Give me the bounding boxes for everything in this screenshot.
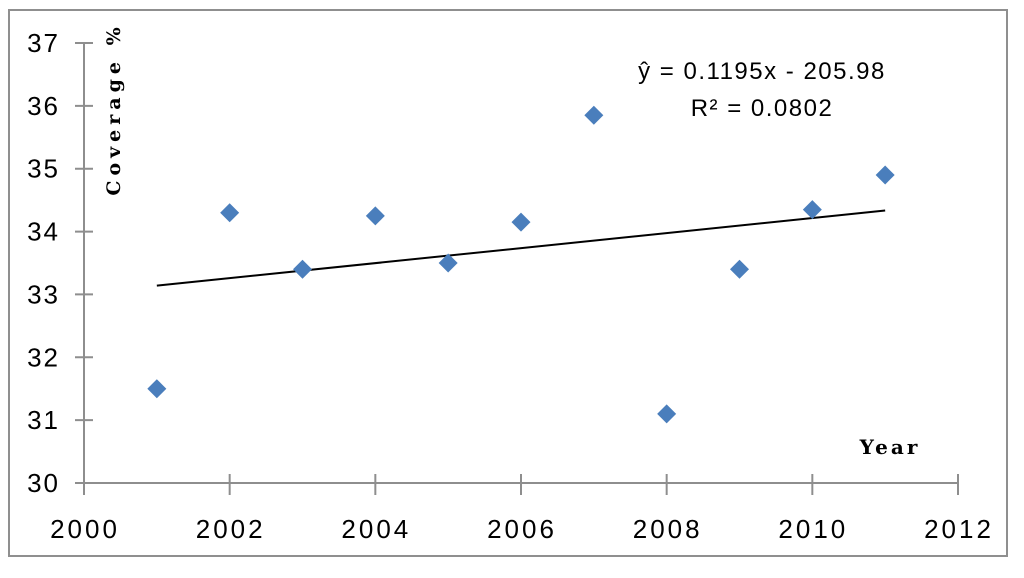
x-tick-label: 2006	[487, 514, 557, 544]
y-tick-label: 37	[27, 28, 60, 58]
x-tick-label: 2012	[924, 514, 994, 544]
data-point	[220, 203, 240, 223]
trendline-annotation: ŷ = 0.1195x - 205.98 R² = 0.0802	[602, 53, 922, 127]
x-tick-label: 2008	[633, 514, 703, 544]
data-point	[438, 253, 458, 273]
y-tick-label: 31	[27, 405, 60, 435]
data-point	[147, 379, 167, 399]
data-point	[293, 259, 312, 279]
x-tick-label: 2004	[341, 514, 411, 544]
data-point	[730, 259, 749, 279]
y-tick-label: 30	[27, 468, 60, 498]
data-point	[584, 105, 604, 125]
y-tick-label: 32	[27, 342, 60, 372]
trendline	[156, 209, 886, 287]
y-axis-title: Coverage %	[103, 22, 125, 196]
y-tick-label: 34	[27, 217, 60, 247]
y-tick-label: 36	[27, 91, 60, 121]
x-tick-label: 2010	[778, 514, 848, 544]
y-tick-label: 35	[27, 154, 60, 184]
x-tick-label: 2002	[196, 514, 266, 544]
r-squared-label: R² = 0.0802	[690, 95, 834, 122]
trendline-equation: ŷ = 0.1195x - 205.98	[638, 58, 886, 85]
data-point	[875, 165, 895, 185]
data-point	[511, 212, 531, 232]
data-point	[365, 206, 385, 226]
data-point	[657, 404, 677, 424]
data-point	[802, 200, 822, 220]
y-tick-label: 33	[27, 279, 60, 309]
x-axis-title: Year	[859, 435, 921, 459]
x-tick-label: 2000	[50, 514, 120, 544]
